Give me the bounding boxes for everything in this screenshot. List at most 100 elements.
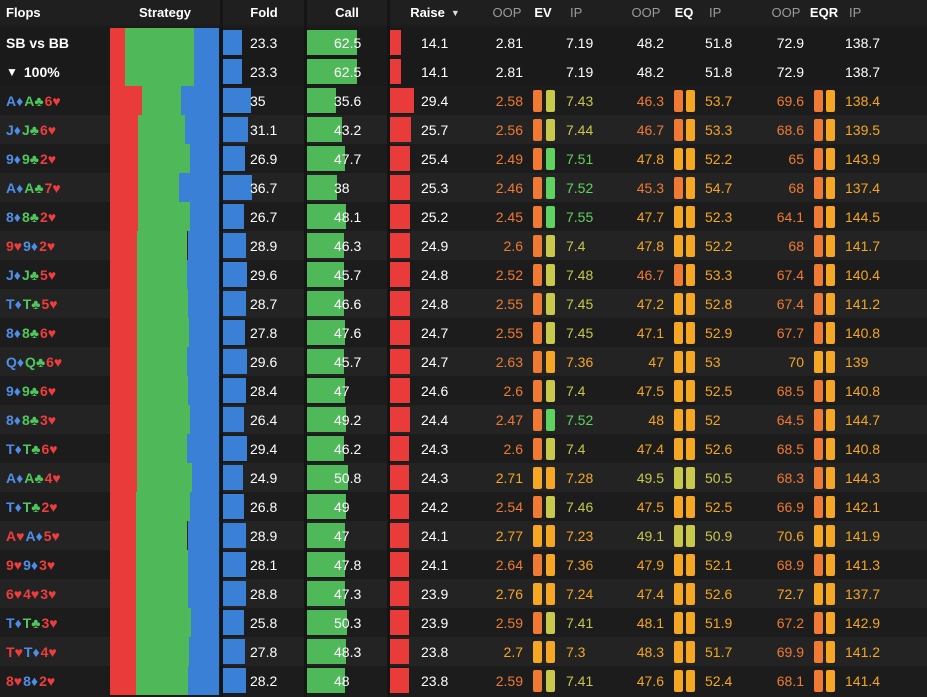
header-ev-ip[interactable]: IP bbox=[570, 5, 583, 20]
flop-cards[interactable]: A ♥ A ♦ 5 ♥ bbox=[6, 521, 106, 550]
table-row[interactable]: A ♥ A ♦ 5 ♥ 28.9 47 24.1 2.77 7.23 49.1 50.9 70.6 141.… bbox=[0, 521, 927, 550]
flop-cards[interactable]: 8 ♦ 8 ♣ 3 ♥ bbox=[6, 405, 106, 434]
strategy-fold-segment bbox=[189, 202, 219, 231]
card-rank: Q bbox=[6, 353, 17, 370]
raise-value: 24.7 bbox=[421, 353, 449, 370]
table-row[interactable]: T ♦ T ♣ 2 ♥ 26.8 49 24.2 2.54 7.46 47.5 52.5 66.9 142.… bbox=[0, 492, 927, 521]
table-row[interactable]: 9 ♥ 9 ♦ 3 ♥ 28.1 47.8 24.1 2.64 7.36 47.9 52.1 68.9 14… bbox=[0, 550, 927, 579]
eqr-oop-value: 65 bbox=[788, 150, 804, 167]
header-strategy[interactable]: Strategy bbox=[138, 5, 192, 20]
flop-cards[interactable]: A ♦ A ♣ 6 ♥ bbox=[6, 86, 106, 115]
table-row[interactable]: A ♦ A ♣ 4 ♥ 24.9 50.8 24.3 2.71 7.28 49.5 50.5 68.3 14… bbox=[0, 463, 927, 492]
flop-cards[interactable]: Q ♦ Q ♣ 6 ♥ bbox=[6, 347, 106, 376]
flop-cards[interactable]: A ♦ A ♣ 7 ♥ bbox=[6, 173, 106, 202]
flop-cards[interactable]: 9 ♥ 9 ♦ 3 ♥ bbox=[6, 550, 106, 579]
table-row[interactable]: T ♦ T ♣ 5 ♥ 28.7 46.6 24.8 2.55 7.45 47.2 52.8 67.4 14… bbox=[0, 289, 927, 318]
ev-ip-value: 7.44 bbox=[566, 121, 594, 138]
caret-down-icon[interactable]: ▼ bbox=[450, 7, 460, 18]
table-row[interactable]: 9 ♥ 9 ♦ 2 ♥ 28.9 46.3 24.9 2.6 7.4 47.8 52.2 68 141.7 bbox=[0, 231, 927, 260]
flop-cards[interactable]: 6 ♥ 4 ♥ 3 ♥ bbox=[6, 579, 106, 608]
summary-row[interactable]: ▼ 100% 23.3 62.5 14.1 2.81 7.19 48.2 51.8 72.9 138… bbox=[0, 57, 927, 86]
flop-cards[interactable]: T ♦ T ♣ 3 ♥ bbox=[6, 608, 106, 637]
club-icon: ♣ bbox=[29, 208, 39, 225]
strategy-fold-segment bbox=[188, 550, 219, 579]
ev-oop-value: 2.56 bbox=[495, 121, 523, 138]
call-value: 35.6 bbox=[334, 92, 362, 109]
eqr-oop-value: 68.1 bbox=[776, 672, 804, 689]
ev-oop-bar bbox=[533, 322, 542, 344]
card-rank: 9 bbox=[21, 382, 30, 399]
table-row[interactable]: T ♦ T ♣ 6 ♥ 29.4 46.2 24.3 2.6 7.4 47.4 52.6 68.5 140.… bbox=[0, 434, 927, 463]
table-row[interactable]: J ♦ J ♣ 5 ♥ 29.6 45.7 24.8 2.52 7.48 46.7 53.3 67.4 14… bbox=[0, 260, 927, 289]
header-eqr[interactable]: EQR bbox=[809, 5, 839, 20]
call-value: 49.2 bbox=[334, 411, 362, 428]
header-fold[interactable]: Fold bbox=[250, 5, 278, 20]
header-flops[interactable]: Flops bbox=[6, 5, 41, 20]
flop-cards[interactable]: 9 ♥ 9 ♦ 2 ♥ bbox=[6, 231, 106, 260]
header-eqr-oop[interactable]: OOP bbox=[771, 5, 801, 20]
header-ev-oop[interactable]: OOP bbox=[492, 5, 522, 20]
header-eq[interactable]: EQ bbox=[674, 5, 694, 20]
ev-ip-value: 7.4 bbox=[566, 440, 586, 457]
table-row[interactable]: A ♦ A ♣ 6 ♥ 35 35.6 29.4 2.58 7.43 46.3 53.7 69.6 138.… bbox=[0, 86, 927, 115]
eq-oop-value: 47.2 bbox=[636, 295, 664, 312]
call-value: 47 bbox=[334, 527, 350, 544]
ev-ip-bar bbox=[546, 467, 555, 489]
table-row[interactable]: Q ♦ Q ♣ 6 ♥ 29.6 45.7 24.7 2.63 7.36 47 53 70 139 bbox=[0, 347, 927, 376]
header-eq-oop[interactable]: OOP bbox=[631, 5, 661, 20]
table-row[interactable]: T ♦ T ♣ 3 ♥ 25.8 50.3 23.9 2.59 7.41 48.1 51.9 67.2 14… bbox=[0, 608, 927, 637]
flop-cards[interactable]: 9 ♦ 9 ♣ 6 ♥ bbox=[6, 376, 106, 405]
flop-cards[interactable]: T ♥ T ♦ 4 ♥ bbox=[6, 637, 106, 666]
card-rank: 9 bbox=[21, 150, 30, 167]
table-row[interactable]: 6 ♥ 4 ♥ 3 ♥ 28.8 47.3 23.9 2.76 7.24 47.4 52.6 72.7 13… bbox=[0, 579, 927, 608]
strategy-call-segment bbox=[125, 28, 194, 57]
flop-cards[interactable]: T ♦ T ♣ 6 ♥ bbox=[6, 434, 106, 463]
ev-oop-value: 2.46 bbox=[495, 179, 523, 196]
filter-icon[interactable]: ▼ bbox=[6, 64, 18, 79]
card-rank: 2 bbox=[39, 237, 47, 254]
call-bar bbox=[307, 378, 345, 403]
ev-ip-value: 7.45 bbox=[566, 295, 594, 312]
table-row[interactable]: A ♦ A ♣ 7 ♥ 36.7 38 25.3 2.46 7.52 45.3 54.7 68 137.4 bbox=[0, 173, 927, 202]
flop-cards[interactable]: 8 ♦ 8 ♣ 6 ♥ bbox=[6, 318, 106, 347]
table-row[interactable]: T ♥ T ♦ 4 ♥ 27.8 48.3 23.8 2.7 7.3 48.3 51.7 69.9 141.… bbox=[0, 637, 927, 666]
raise-bar bbox=[390, 233, 410, 258]
heart-icon: ♥ bbox=[46, 672, 56, 689]
raise-bar bbox=[390, 59, 402, 84]
header-eq-ip[interactable]: IP bbox=[709, 5, 722, 20]
ev-oop-value: 2.6 bbox=[503, 440, 523, 457]
summary-row[interactable]: SB vs BB 23.3 62.5 14.1 2.81 7.19 48.2 51.8 72.9… bbox=[0, 28, 927, 57]
table-row[interactable]: 8 ♦ 8 ♣ 6 ♥ 27.8 47.6 24.7 2.55 7.45 47.1 52.9 67.7 14… bbox=[0, 318, 927, 347]
header-call[interactable]: Call bbox=[335, 5, 359, 20]
table-row[interactable]: 8 ♥ 8 ♦ 2 ♥ 28.2 48 23.8 2.59 7.41 47.6 52.4 68.1 141.… bbox=[0, 666, 927, 695]
table-row[interactable]: J ♦ J ♣ 6 ♥ 31.1 43.2 25.7 2.56 7.44 46.7 53.3 68.6 13… bbox=[0, 115, 927, 144]
raise-bar bbox=[390, 349, 410, 374]
flop-cards[interactable]: 9 ♦ 9 ♣ 2 ♥ bbox=[6, 144, 106, 173]
flop-cards[interactable]: A ♦ A ♣ 4 ♥ bbox=[6, 463, 106, 492]
eq-oop-bar bbox=[674, 380, 683, 402]
flop-cards[interactable]: 8 ♥ 8 ♦ 2 ♥ bbox=[6, 666, 106, 695]
eq-ip-value: 51.8 bbox=[705, 34, 733, 51]
heart-icon: ♥ bbox=[47, 208, 57, 225]
ev-ip-value: 7.52 bbox=[566, 411, 594, 428]
table-row[interactable]: 8 ♦ 8 ♣ 3 ♥ 26.4 49.2 24.4 2.47 7.52 48 52 64.5 144.7 bbox=[0, 405, 927, 434]
eqr-ip-value: 141.2 bbox=[845, 643, 881, 660]
eqr-ip-bar bbox=[826, 206, 835, 228]
flop-cards[interactable]: T ♦ T ♣ 2 ♥ bbox=[6, 492, 106, 521]
flop-cards[interactable]: J ♦ J ♣ 6 ♥ bbox=[6, 115, 106, 144]
ev-ip-value: 7.52 bbox=[566, 179, 594, 196]
header-raise[interactable]: Raise ▼ bbox=[390, 0, 480, 25]
eqr-oop-bar bbox=[814, 351, 823, 373]
table-row[interactable]: 9 ♦ 9 ♣ 6 ♥ 28.4 47 24.6 2.6 7.4 47.5 52.5 68.5 140.8 bbox=[0, 376, 927, 405]
header-eqr-ip[interactable]: IP bbox=[849, 5, 862, 20]
flop-cards[interactable]: 8 ♦ 8 ♣ 2 ♥ bbox=[6, 202, 106, 231]
diamond-icon: ♦ bbox=[30, 556, 39, 573]
table-row[interactable]: 9 ♦ 9 ♣ 2 ♥ 26.9 47.7 25.4 2.49 7.51 47.8 52.2 65 143.… bbox=[0, 144, 927, 173]
header-ev[interactable]: EV bbox=[534, 5, 552, 20]
eq-ip-bar bbox=[686, 90, 695, 112]
flop-cards[interactable]: J ♦ J ♣ 5 ♥ bbox=[6, 260, 106, 289]
table-row[interactable]: 8 ♦ 8 ♣ 2 ♥ 26.7 48.1 25.2 2.45 7.55 47.7 52.3 64.1 14… bbox=[0, 202, 927, 231]
flop-cards[interactable]: T ♦ T ♣ 5 ♥ bbox=[6, 289, 106, 318]
eq-ip-value: 52.8 bbox=[705, 295, 733, 312]
eqr-oop-value: 64.1 bbox=[776, 208, 804, 225]
